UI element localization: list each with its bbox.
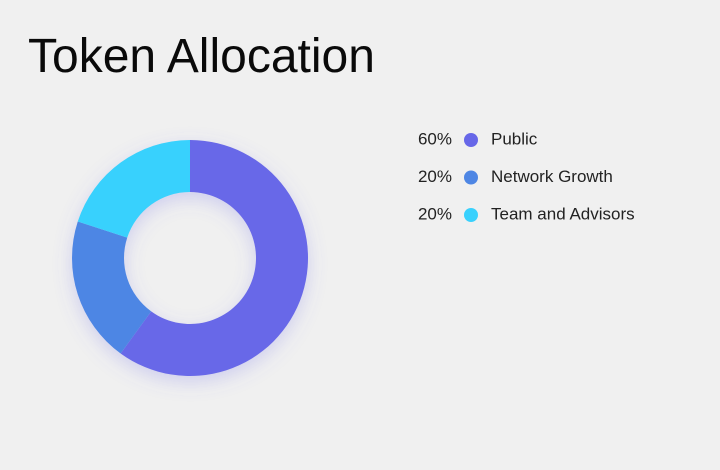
legend-value: 60%	[418, 129, 452, 148]
donut-segment	[120, 140, 308, 376]
chart-title: Token Allocation	[28, 30, 375, 83]
donut	[72, 140, 308, 376]
legend: 60% Public 20% Network Growth 20% Team and Ad…	[418, 129, 635, 223]
legend-swatch	[464, 208, 478, 222]
legend-label: Team and Advisors	[491, 204, 635, 223]
legend-swatch	[464, 170, 478, 185]
donut-segment	[72, 221, 152, 354]
legend-value: 20%	[418, 204, 452, 223]
donut-segment	[77, 140, 190, 238]
legend-value: 20%	[418, 167, 452, 186]
legend-label: Public	[491, 129, 538, 148]
legend-label: Network Growth	[491, 167, 613, 186]
legend-swatch	[464, 133, 478, 147]
